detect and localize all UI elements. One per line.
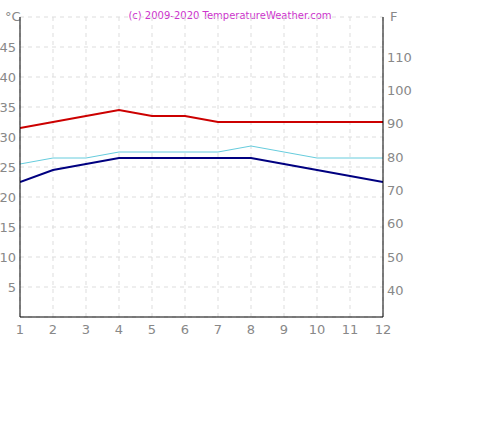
svg-text:3: 3 [82,322,90,337]
svg-text:35: 35 [8,100,16,115]
svg-text:50: 50 [387,250,404,265]
svg-text:1: 1 [16,322,24,337]
svg-text:30: 30 [8,130,16,145]
svg-text:45: 45 [8,40,16,55]
svg-text:90: 90 [387,116,404,131]
html-text:F: F [390,9,398,24]
svg-text:100: 100 [387,83,412,98]
svg-text:10: 10 [309,322,326,337]
svg-text:40: 40 [8,70,16,85]
svg-text:5: 5 [8,280,16,295]
svg-text:11: 11 [342,322,359,337]
svg-text:20: 20 [8,190,16,205]
html-text:°C: °C [5,9,21,24]
svg-text:60: 60 [387,216,404,231]
svg-text:8: 8 [247,322,255,337]
html-text:(c) 2009-2020 TemperatureWeath: (c) 2009-2020 TemperatureWeather.com [128,10,332,21]
svg-text:80: 80 [387,150,404,165]
svg-text:12: 12 [375,322,392,337]
svg-text:110: 110 [387,50,412,65]
svg-text:9: 9 [280,322,288,337]
svg-text:7: 7 [214,322,222,337]
svg-text:2: 2 [49,322,57,337]
svg-text:25: 25 [8,160,16,175]
svg-text:5: 5 [148,322,156,337]
svg-text:15: 15 [8,220,16,235]
svg-text:10: 10 [8,250,16,265]
svg-text:70: 70 [387,183,404,198]
svg-text:6: 6 [181,322,189,337]
svg-text:40: 40 [387,283,404,298]
svg-text:4: 4 [115,322,123,337]
